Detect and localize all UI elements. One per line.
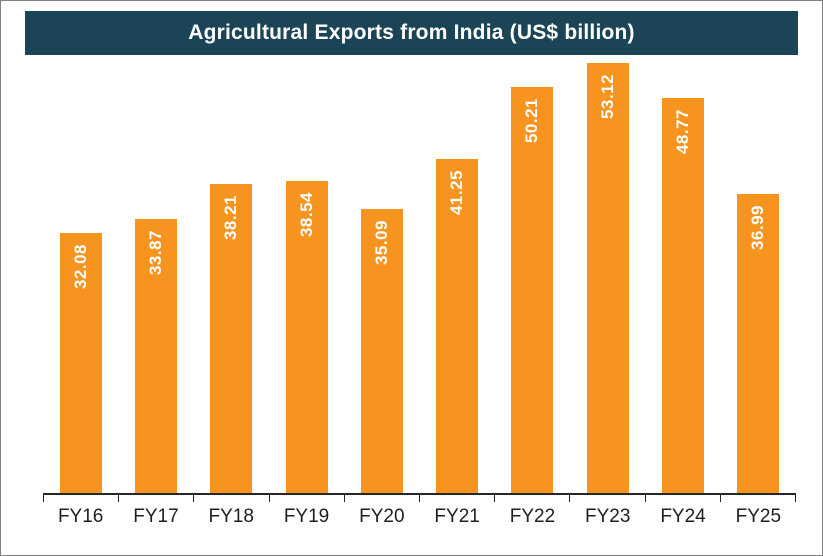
bar-slot: 32.08	[43, 61, 118, 493]
axis-tick	[343, 495, 419, 502]
bar: 33.87	[134, 218, 177, 493]
x-axis-label: FY23	[585, 506, 631, 527]
bar: 36.99	[737, 193, 780, 493]
bar-slot: 41.25	[419, 61, 494, 493]
bar-value-label: 48.77	[673, 109, 693, 155]
x-axis-label: FY22	[509, 506, 556, 527]
bar: 50.21	[511, 86, 554, 493]
plot-area: 32.08 33.87 38.21 38.54 35.09 41.25 50.21 53.12…	[1, 61, 822, 528]
bar: 38.21	[210, 183, 253, 493]
axis-tick	[268, 495, 344, 502]
axis-tick	[494, 495, 569, 502]
bar: 53.12	[586, 63, 629, 493]
bar: 41.25	[436, 159, 479, 493]
x-axis-label: FY21	[434, 506, 480, 527]
bar-slot: 53.12	[570, 61, 645, 493]
chart-title: Agricultural Exports from India (US$ bil…	[188, 21, 635, 44]
bar: 32.08	[59, 233, 102, 493]
bar-slot: 38.21	[194, 61, 269, 493]
axis-tick	[118, 495, 193, 502]
bar-slot: 48.77	[645, 61, 720, 493]
bar-slot: 36.99	[721, 61, 796, 493]
x-axis-labels: FY16 FY17 FY18 FY19 FY20 FY21 FY22 FY23 FY24 FY25	[43, 506, 796, 528]
bar-slot: 50.21	[495, 61, 570, 493]
bar-value-label: 38.21	[221, 194, 241, 240]
bar-slot: 38.54	[269, 61, 344, 493]
bar-value-label: 36.99	[748, 204, 768, 250]
bar-slot: 33.87	[118, 61, 193, 493]
x-axis-label: FY25	[735, 506, 782, 527]
bar-value-label: 41.25	[447, 170, 467, 216]
x-axis-ticks	[43, 495, 796, 502]
bar-slot: 35.09	[344, 61, 419, 493]
x-axis-label: FY24	[660, 506, 706, 527]
bars-row: 32.08 33.87 38.21 38.54 35.09 41.25 50.21 53.12…	[43, 61, 796, 495]
bar-value-label: 50.21	[522, 97, 542, 143]
bar: 38.54	[285, 181, 328, 493]
bar: 48.77	[662, 98, 705, 493]
axis-tick	[719, 495, 795, 502]
bar-value-label: 33.87	[145, 229, 165, 275]
axis-tick	[419, 495, 494, 502]
x-axis-label: FY18	[208, 506, 254, 527]
axis-tick	[193, 495, 268, 502]
bar: 35.09	[360, 208, 403, 493]
x-axis-label: FY16	[57, 506, 104, 527]
axis-tick	[644, 495, 720, 502]
bar-value-label: 38.54	[296, 192, 316, 238]
axis-tick	[569, 495, 644, 502]
x-axis-label: FY17	[133, 506, 179, 527]
bar-value-label: 32.08	[70, 244, 90, 290]
chart-header: Agricultural Exports from India (US$ bil…	[25, 11, 798, 55]
axis-tick	[43, 495, 118, 502]
x-axis-label: FY20	[359, 506, 405, 527]
bar-value-label: 35.09	[371, 219, 391, 265]
x-axis-label: FY19	[283, 506, 330, 527]
bar-value-label: 53.12	[597, 74, 617, 120]
